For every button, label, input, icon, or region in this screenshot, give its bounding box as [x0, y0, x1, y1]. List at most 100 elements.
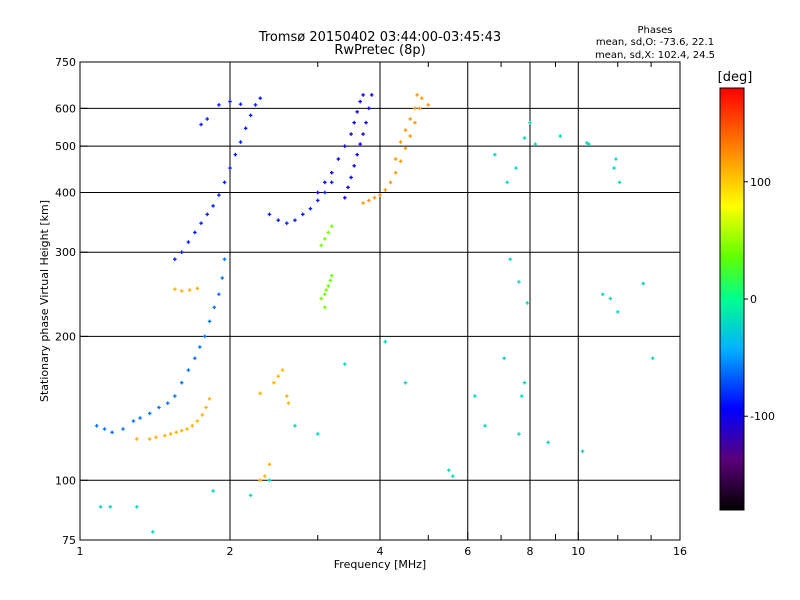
data-point — [355, 152, 359, 157]
data-point — [284, 394, 289, 398]
data-point — [207, 319, 212, 324]
data-point — [323, 305, 327, 310]
data-point — [217, 103, 221, 107]
data-point — [193, 356, 197, 361]
data-point — [329, 273, 334, 278]
data-point — [102, 427, 107, 431]
data-point — [253, 103, 258, 107]
data-point — [451, 474, 455, 478]
data-point — [580, 449, 585, 454]
data-point — [217, 193, 221, 197]
data-point — [108, 505, 113, 509]
data-point — [383, 188, 388, 192]
data-point — [447, 468, 451, 472]
data-point — [426, 103, 431, 107]
data-point — [417, 106, 422, 111]
stats-line-x: mean, sd,X: 102.4, 24.5 — [595, 50, 715, 61]
stats-heading: Phases — [637, 25, 672, 36]
data-point — [343, 195, 347, 200]
data-point — [352, 120, 356, 125]
data-point — [272, 380, 276, 385]
data-point — [179, 289, 184, 293]
data-point — [243, 126, 248, 131]
data-point — [284, 221, 289, 226]
data-point — [398, 140, 403, 144]
data-point — [238, 102, 243, 107]
x-tick-label: 6 — [464, 545, 471, 558]
x-axis-ticks: 1 2 4 6 8 10 16 — [77, 62, 687, 558]
data-point — [587, 142, 591, 146]
data-point — [612, 166, 616, 170]
y-axis-label: Stationary phase Virtual Height [km] — [38, 200, 51, 402]
data-point — [308, 206, 313, 211]
data-point — [319, 243, 324, 248]
data-point — [615, 310, 620, 314]
data-point — [138, 416, 142, 420]
data-point — [154, 435, 158, 440]
data-point — [98, 505, 103, 509]
data-point — [228, 99, 232, 104]
data-point — [584, 141, 589, 145]
y-tick-label: 75 — [62, 534, 76, 547]
data-point — [205, 117, 209, 121]
data-point — [326, 230, 331, 235]
data-point — [286, 401, 291, 405]
data-point — [202, 334, 207, 339]
data-point — [198, 345, 202, 349]
data-point — [493, 152, 497, 157]
data-point — [147, 437, 152, 441]
data-point — [258, 478, 263, 483]
chart-title: Tromsø 20150402 03:44:00-03:45:43 — [258, 30, 501, 45]
data-point — [403, 380, 408, 385]
data-point — [301, 212, 305, 217]
data-point — [174, 430, 179, 435]
y-axis-ticks: 75 100 200 300 400 500 600 750 — [55, 56, 88, 547]
data-point — [193, 230, 197, 235]
data-point — [315, 198, 320, 203]
colorbar-tick-label: 0 — [750, 293, 757, 306]
colorbar-ticks: 100 0 -100 — [744, 176, 775, 423]
data-point — [358, 99, 362, 104]
data-point — [522, 380, 527, 385]
data-point — [383, 339, 388, 344]
data-point — [238, 140, 243, 144]
data-point — [195, 419, 200, 423]
data-point — [323, 190, 327, 195]
data-point — [222, 257, 227, 262]
data-point — [361, 132, 365, 136]
data-point — [110, 430, 114, 435]
data-point — [641, 281, 646, 286]
data-point — [346, 185, 350, 190]
data-point — [343, 144, 347, 148]
data-point — [329, 170, 334, 175]
data-point — [315, 432, 320, 436]
data-point — [336, 157, 341, 161]
data-point — [601, 292, 605, 297]
data-point — [398, 159, 403, 164]
data-point — [393, 157, 398, 161]
data-point — [179, 428, 184, 433]
data-points — [94, 93, 655, 534]
data-point — [361, 201, 365, 205]
data-point — [358, 142, 362, 146]
x-tick-label: 4 — [377, 545, 384, 558]
data-point — [179, 380, 184, 385]
x-tick-label: 16 — [673, 545, 687, 558]
data-point — [473, 394, 477, 398]
data-point — [94, 424, 99, 428]
data-point — [173, 287, 177, 292]
data-point — [483, 424, 487, 428]
data-point — [179, 250, 184, 255]
data-point — [185, 427, 189, 431]
data-point — [329, 224, 334, 229]
data-point — [355, 110, 359, 114]
data-point — [328, 278, 333, 283]
data-point — [349, 132, 353, 136]
data-point — [505, 180, 509, 185]
data-point — [403, 146, 408, 151]
data-point — [151, 530, 155, 534]
data-point — [419, 96, 424, 100]
data-point — [324, 288, 329, 292]
data-point — [267, 212, 272, 217]
data-point — [165, 401, 170, 405]
